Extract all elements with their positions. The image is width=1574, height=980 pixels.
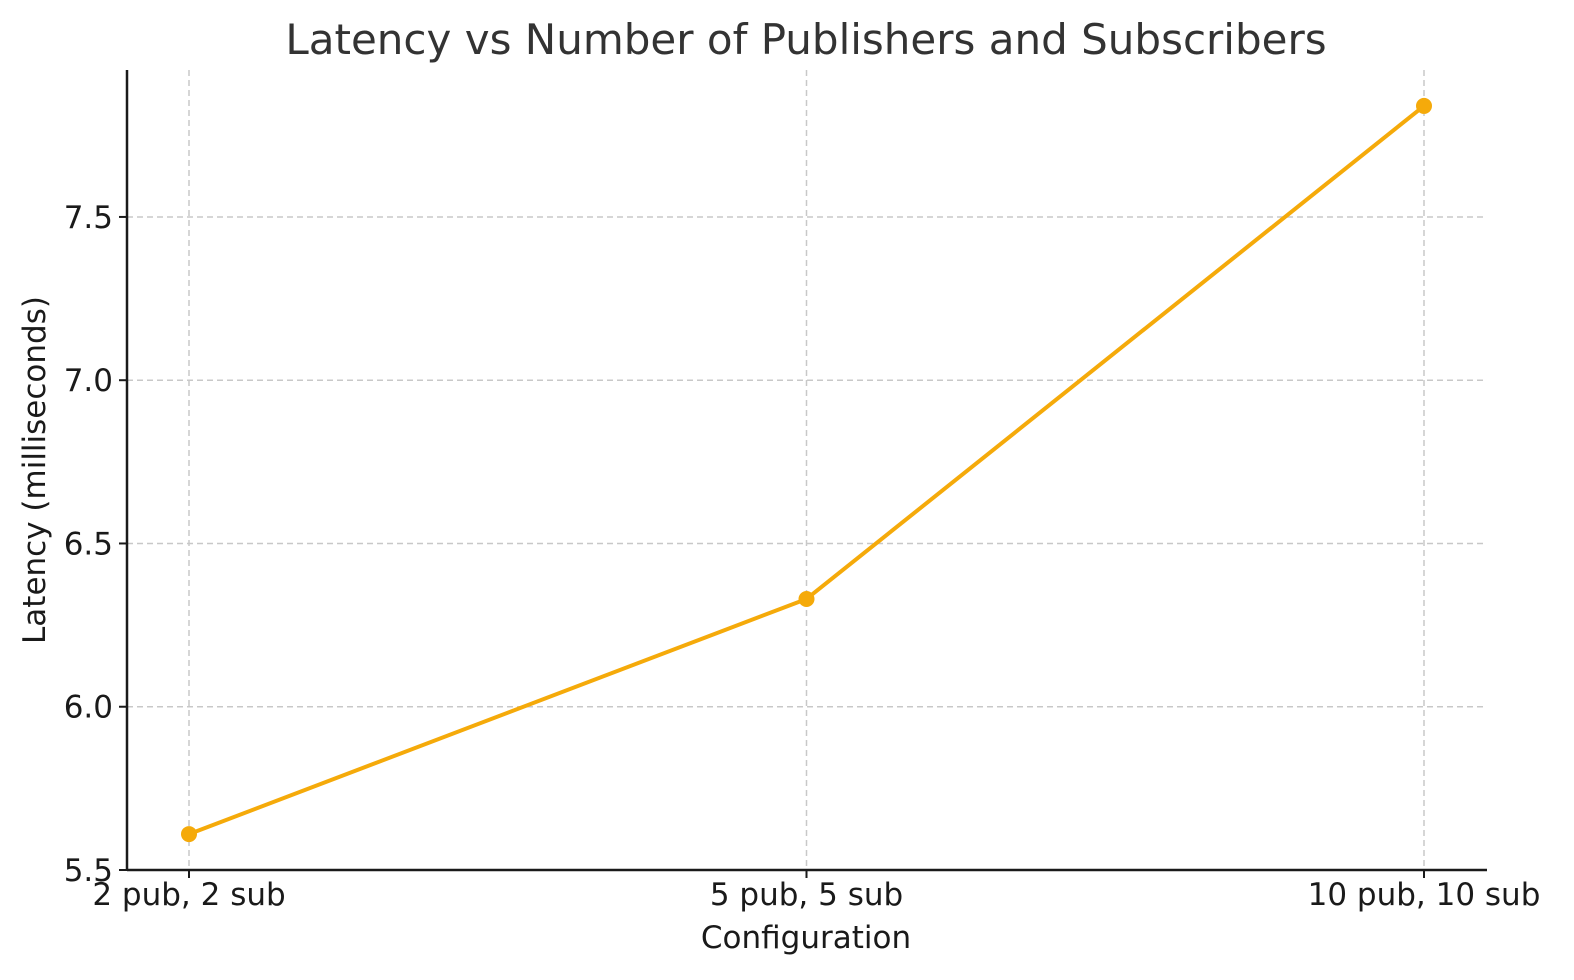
data-point [798,590,815,607]
x-ticks: 2 pub, 2 sub 5 pub, 5 sub 10 pub, 10 sub [92,870,1540,913]
y-axis-label: Latency (milliseconds) [17,296,53,644]
series-group [181,97,1432,843]
x-tick-label: 10 pub, 10 sub [1308,877,1541,913]
y-tick-label: 6.0 [64,690,113,726]
grid [127,70,1487,871]
y-tick-label: 7.0 [64,363,113,399]
y-tick-label: 5.5 [64,853,113,889]
data-point [1416,97,1432,114]
x-tick-label: 2 pub, 2 sub [92,877,285,913]
x-tick-label: 5 pub, 5 sub [710,877,903,913]
y-tick-label: 7.5 [64,200,113,236]
x-axis-label: Configuration [701,920,911,956]
chart-title: Latency vs Number of Publishers and Subs… [285,15,1326,64]
y-tick-label: 6.5 [64,526,113,562]
y-ticks: 5.5 6.0 6.5 7.0 7.5 [64,200,127,889]
data-point [181,826,197,843]
